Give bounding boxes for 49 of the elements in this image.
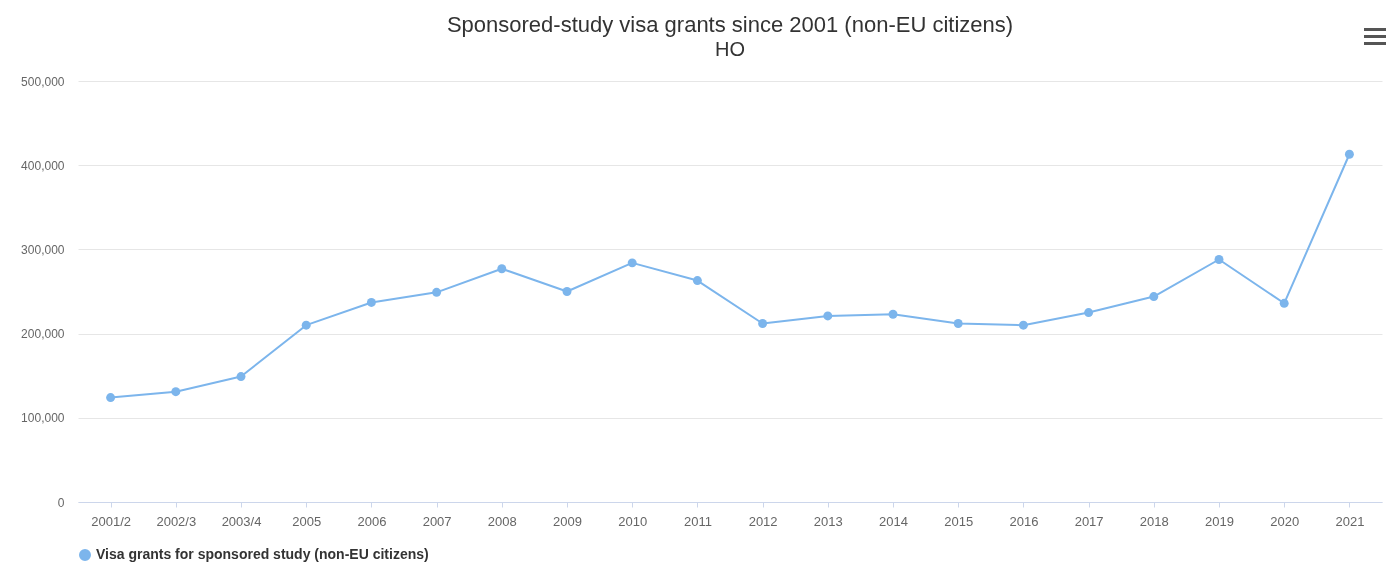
legend-label: Visa grants for sponsored study (non-EU citizens): [96, 546, 429, 562]
point: [823, 311, 833, 321]
chart-title: Sponsored-study visa grants since 2001 (non-EU citizens): [446, 12, 1014, 37]
point: [562, 287, 572, 296]
x-tick-label: 2020: [1270, 513, 1300, 529]
x-tick-label: 2008: [487, 513, 517, 529]
x-tick-label: 2017: [1074, 513, 1104, 529]
point: [1344, 149, 1354, 159]
point: [627, 258, 637, 268]
point: [888, 309, 898, 319]
x-tick-label: 2016: [1009, 513, 1039, 529]
point: [366, 297, 376, 307]
point: [497, 264, 507, 274]
y-tick-label: 400,000: [21, 158, 65, 173]
point: [758, 319, 768, 328]
point: [106, 393, 116, 403]
chart-subtitle: HO: [715, 38, 745, 60]
x-tick-label: 2009: [553, 513, 582, 529]
y-tick-label: 300,000: [21, 242, 65, 257]
x-tick-label: 2001/2: [91, 513, 131, 529]
x-tick-label: 2018: [1139, 513, 1169, 529]
point: [301, 320, 311, 330]
y-tick-label: 100,000: [21, 411, 65, 426]
point: [171, 387, 181, 397]
point: [1279, 298, 1289, 308]
point: [1214, 255, 1224, 264]
y-tick-label: 0: [57, 495, 65, 510]
point: [1084, 308, 1094, 318]
point: [953, 319, 963, 328]
x-tick-label: 2010: [618, 513, 648, 529]
x-tick-label: 2015: [944, 513, 974, 529]
x-tick-label: 2011: [683, 513, 712, 529]
point: [236, 372, 246, 382]
point: [432, 287, 442, 297]
point: [692, 276, 702, 286]
x-tick-label: 2005: [292, 513, 322, 529]
x-tick-label: 2002/3: [156, 513, 197, 529]
y-tick-label: 200,000: [21, 327, 65, 342]
x-tick-label: 2012: [748, 513, 778, 529]
point: [1149, 292, 1159, 302]
x-tick-label: 2013: [813, 513, 843, 529]
x-tick-label: 2007: [422, 513, 452, 529]
x-tick-label: 2006: [357, 513, 387, 529]
point: [1018, 320, 1028, 330]
x-tick-label: 2003/4: [221, 513, 262, 529]
x-tick-label: 2021: [1335, 513, 1365, 529]
x-tick-label: 2014: [879, 513, 908, 529]
y-tick-label: 500,000: [21, 74, 65, 89]
x-tick-label: 2019: [1205, 513, 1234, 529]
